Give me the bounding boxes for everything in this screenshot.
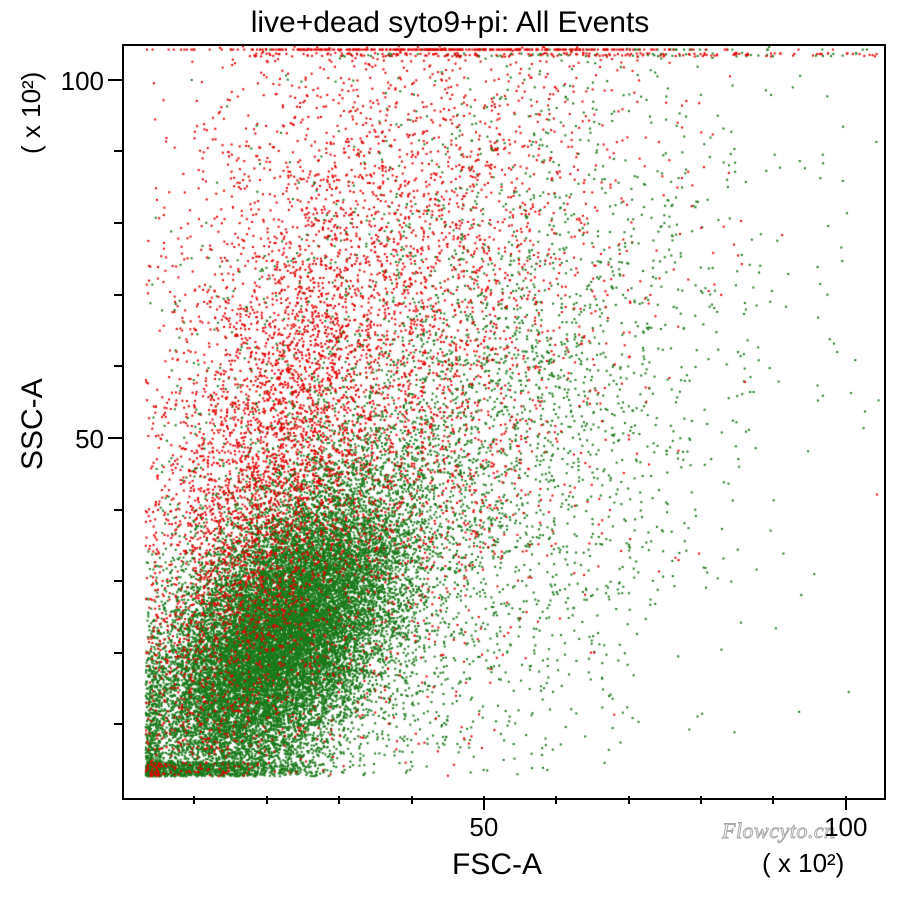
x-axis-unit: ( x 10²) [762, 848, 844, 879]
tick-mark [114, 723, 122, 725]
tick-mark [114, 509, 122, 511]
tick-mark [628, 796, 630, 804]
x-axis-label: FSC-A [452, 848, 542, 882]
chart-title: live+dead syto9+pi: All Events [0, 6, 900, 40]
tick-mark [411, 796, 413, 804]
tick-label: 100 [824, 812, 867, 843]
y-axis-unit: ( x 10²) [16, 72, 47, 154]
tick-mark [114, 580, 122, 582]
tick-mark [114, 222, 122, 224]
tick-mark [193, 796, 195, 804]
tick-mark [108, 437, 122, 439]
tick-label: 100 [61, 66, 104, 97]
tick-mark [108, 79, 122, 81]
tick-mark [483, 796, 485, 810]
tick-mark [114, 294, 122, 296]
tick-mark [338, 796, 340, 804]
plot-area [122, 44, 886, 800]
tick-mark [555, 796, 557, 804]
tick-mark [700, 796, 702, 804]
tick-mark [114, 652, 122, 654]
chart-container: live+dead syto9+pi: All Events SSC-A ( x… [0, 0, 900, 900]
scatter-canvas [124, 46, 884, 798]
tick-mark [114, 365, 122, 367]
tick-label: 50 [469, 812, 498, 843]
tick-mark [845, 796, 847, 810]
tick-mark [114, 150, 122, 152]
watermark-text: Flowcyto.cn [722, 818, 836, 844]
y-axis-label: SSC-A [16, 378, 50, 470]
tick-mark [772, 796, 774, 804]
tick-label: 50 [75, 424, 104, 455]
tick-mark [266, 796, 268, 804]
